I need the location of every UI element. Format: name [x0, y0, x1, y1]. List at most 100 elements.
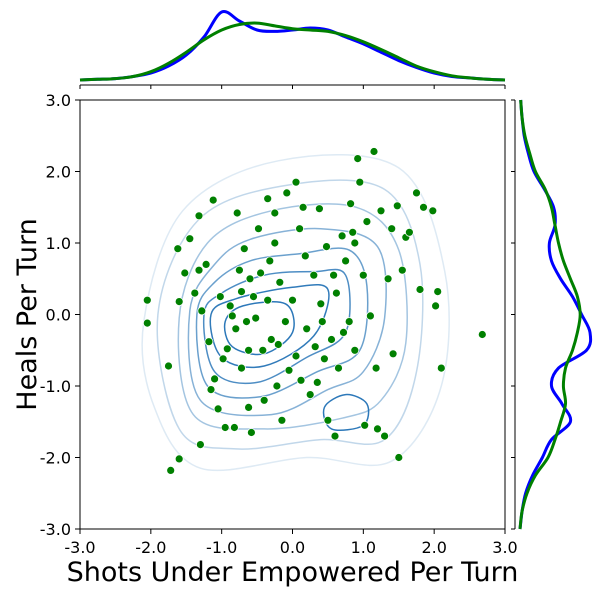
scatter-point	[251, 313, 261, 323]
scatter-point	[195, 440, 205, 450]
scatter-point	[431, 301, 441, 311]
scatter-point	[362, 217, 372, 227]
scatter-point	[394, 453, 404, 462]
scatter-point	[350, 345, 360, 355]
top-marginal-density	[79, 10, 506, 89]
x-tick-label: -2.0	[135, 538, 166, 557]
x-axis-label: Shots Under Empowered Per Turn	[67, 557, 519, 588]
scatter-point	[312, 377, 322, 387]
scatter-point	[234, 265, 244, 275]
scatter-point	[201, 259, 211, 269]
scatter-point	[365, 311, 375, 321]
scatter-point	[231, 324, 241, 334]
scatter-point	[376, 206, 386, 216]
scatter-point	[331, 288, 341, 298]
scatter-point	[288, 295, 297, 305]
right-marginal-curve	[518, 99, 582, 530]
scatter-point	[208, 195, 218, 205]
scatter-point	[258, 345, 268, 355]
scatter-point	[256, 268, 266, 278]
scatter-point	[273, 340, 283, 349]
scatter-point	[174, 297, 184, 307]
y-tick-label: 2.0	[46, 163, 71, 182]
scatter-point	[270, 208, 280, 218]
scatter-point	[310, 342, 320, 352]
scatter-point	[369, 147, 379, 156]
y-tick-label: -2.0	[40, 449, 71, 468]
scatter-point	[204, 337, 214, 347]
y-axis-label: Heals Per Turn	[12, 218, 43, 410]
scatter-point	[291, 177, 301, 187]
scatter-point	[300, 251, 310, 261]
y-tick-label: -3.0	[40, 520, 71, 539]
scatter-point	[302, 324, 312, 334]
scatter-point	[197, 306, 207, 316]
scatter-point	[477, 330, 487, 339]
scatter-point	[222, 344, 232, 354]
scatter-point	[180, 268, 190, 278]
scatter-point	[220, 423, 230, 432]
density-contour-line	[322, 393, 370, 431]
scatter-point	[227, 311, 237, 321]
density-contour-line	[223, 300, 295, 356]
scatter-point	[322, 242, 331, 252]
scatter-point	[337, 231, 347, 241]
scatter-point	[263, 194, 273, 204]
scatter-point	[334, 363, 343, 373]
scatter-point	[218, 354, 228, 364]
scatter-point	[291, 351, 301, 361]
scatter-point	[295, 224, 305, 234]
scatter-point	[225, 301, 235, 311]
scatter-point	[244, 402, 254, 412]
density-contour-line	[187, 227, 387, 417]
scatter-point	[229, 423, 239, 432]
scatter-point	[319, 354, 329, 364]
scatter-point	[277, 415, 287, 425]
right-marginal-density	[511, 99, 593, 530]
scatter-point	[245, 274, 255, 284]
scatter-point	[329, 270, 339, 280]
scatter-point	[360, 420, 370, 430]
density-contour-line	[195, 247, 369, 399]
scatter-point	[164, 361, 173, 371]
scatter-point	[173, 244, 183, 254]
scatter-point	[433, 287, 443, 297]
scatter-point	[397, 265, 407, 275]
scatter-point	[272, 381, 282, 391]
scatter-point	[270, 238, 280, 248]
density-contour-line	[141, 154, 450, 472]
scatter-point	[174, 454, 184, 464]
scatter-points	[142, 147, 487, 475]
density-contour-line	[156, 179, 424, 450]
scatter-point	[317, 317, 327, 327]
scatter-point	[142, 318, 152, 328]
scatter-point	[213, 404, 223, 414]
scatter-point	[371, 363, 381, 373]
scatter-point	[388, 349, 398, 359]
y-tick-label: -1.0	[40, 377, 71, 396]
top-marginal-curve	[79, 21, 506, 82]
scatter-point	[242, 317, 251, 327]
x-tick-label: 1.0	[351, 538, 376, 557]
scatter-point	[428, 206, 438, 216]
scatter-point	[316, 299, 326, 309]
scatter-point	[244, 345, 254, 355]
scatter-point	[341, 256, 351, 266]
top-marginal-curve	[79, 10, 506, 82]
scatter-point	[275, 277, 285, 287]
scatter-point	[387, 224, 397, 234]
scatter-point	[346, 199, 356, 209]
x-tick-label: 0.0	[280, 538, 305, 557]
scatter-point	[215, 292, 225, 302]
y-tick-label: 0.0	[46, 306, 71, 325]
y-tick-label: 1.0	[46, 234, 71, 253]
scatter-point	[266, 335, 276, 344]
scatter-point	[348, 227, 358, 237]
scatter-point	[353, 154, 363, 164]
x-tick-label: 3.0	[492, 538, 517, 557]
density-contours	[141, 154, 450, 472]
x-tick-label: -1.0	[206, 538, 237, 557]
scatter-point	[419, 202, 428, 212]
scatter-point	[246, 428, 256, 437]
scatter-point	[412, 188, 421, 198]
